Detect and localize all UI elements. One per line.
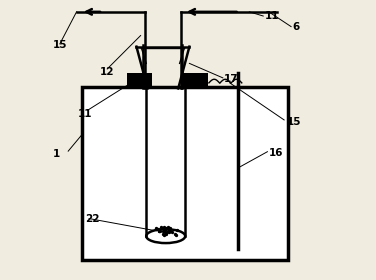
Ellipse shape	[146, 229, 185, 243]
Text: 6: 6	[293, 22, 300, 32]
Text: 16: 16	[269, 148, 283, 158]
Text: 17: 17	[224, 74, 239, 84]
Text: 22: 22	[85, 214, 99, 224]
Bar	[82, 87, 288, 260]
Text: 11: 11	[265, 11, 279, 21]
Text: 12: 12	[100, 67, 115, 77]
Bar	[127, 73, 152, 88]
Text: 1: 1	[53, 149, 60, 159]
Text: 15: 15	[53, 40, 67, 50]
Bar	[182, 73, 208, 88]
Text: 11: 11	[78, 109, 92, 118]
Text: 15: 15	[287, 117, 302, 127]
